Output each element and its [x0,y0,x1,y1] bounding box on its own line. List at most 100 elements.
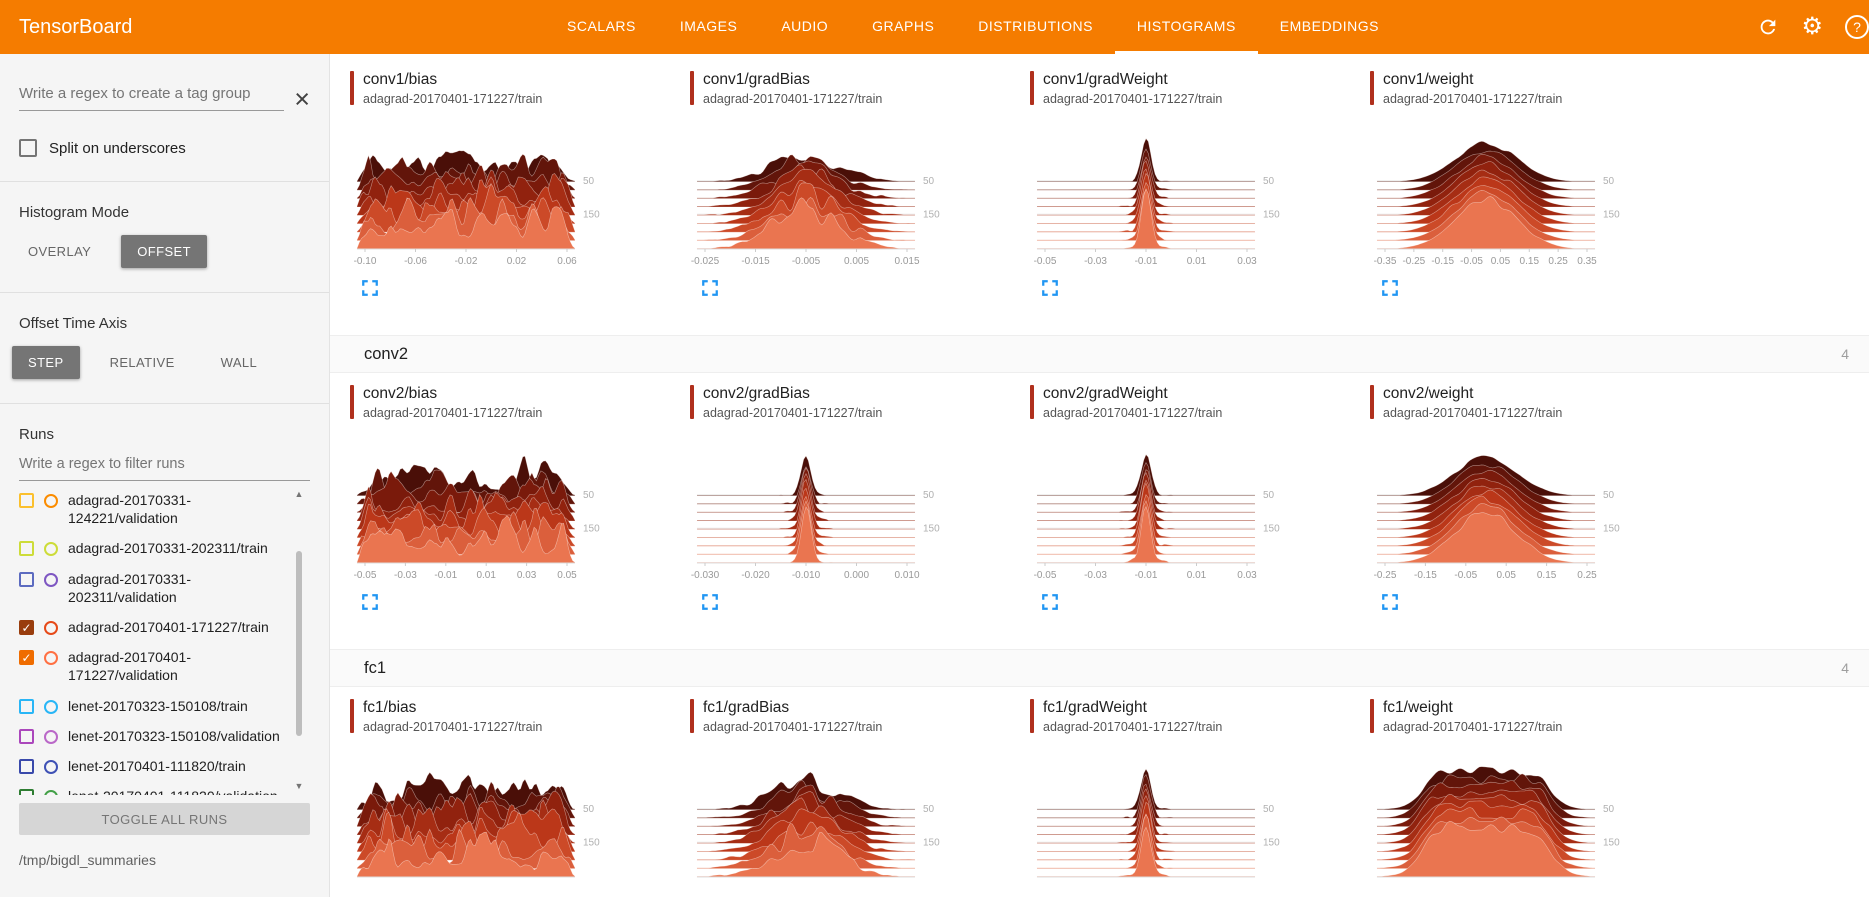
histogram-chart[interactable]: 50 150 -0.05 -0.03 -0.01 0.01 0.03 [1027,119,1299,271]
tab-scalars[interactable]: SCALARS [567,17,636,34]
split-underscores-checkbox[interactable] [19,139,37,157]
histogram-chart[interactable]: 50 150 -0.10 -0.06 -0.02 0.02 0.06 [347,119,619,271]
histogram-chart[interactable]: 50 150 -0.05 -0.03 -0.01 0.01 0.03 0.05 [347,433,619,585]
gear-icon[interactable]: ⚙ [1801,13,1823,40]
run-color-bar [690,385,694,419]
run-color-circle[interactable] [44,699,58,714]
run-item[interactable]: adagrad-20170331-124221/validation [19,485,282,533]
card-run-label: adagrad-20170401-171227/train [1383,92,1563,106]
run-item[interactable]: lenet-20170323-150108/validation [19,721,282,751]
expand-icon[interactable] [361,593,379,611]
run-checkbox[interactable]: ✓ [19,650,34,666]
section-header: conv2 4 [330,335,1869,373]
card-title: conv2/bias [363,385,438,402]
run-item[interactable]: ✓ adagrad-20170401-171227/train [19,612,282,642]
card-run-label: adagrad-20170401-171227/train [1383,720,1563,734]
expand-icon[interactable] [1381,279,1399,297]
svg-text:-0.05: -0.05 [1034,256,1057,267]
histogram-card: conv2/weight adagrad-20170401-171227/trai… [1367,385,1707,625]
histogram-card: conv2/bias adagrad-20170401-171227/train 5… [347,385,687,625]
run-checkbox[interactable]: ✓ [19,619,34,635]
histogram-mode-offset-button[interactable]: OFFSET [121,235,207,268]
tab-embeddings[interactable]: EMBEDDINGS [1279,17,1379,34]
histogram-chart[interactable]: 50 150 -0.030 -0.020 -0.010 0.000 0.010 [687,433,959,585]
run-checkbox[interactable] [19,541,34,557]
card-titles: conv2/bias adagrad-20170401-171227/train [363,385,542,429]
svg-text:0.15: 0.15 [1520,256,1540,267]
run-color-circle[interactable] [44,651,58,666]
histogram-chart[interactable]: 50 150 [1367,747,1639,897]
svg-text:50: 50 [1263,804,1275,815]
run-color-circle[interactable] [44,494,58,508]
section-title[interactable]: conv2 [364,344,409,363]
run-checkbox[interactable] [19,728,34,744]
card-titles: fc1/gradBias adagrad-20170401-171227/trai… [703,699,882,743]
offset-axis-relative-button[interactable]: RELATIVE [109,355,175,370]
run-item[interactable]: adagrad-20170331-202311/validation [19,564,282,612]
tab-audio[interactable]: AUDIO [781,17,829,34]
svg-text:0.02: 0.02 [507,256,527,267]
histogram-mode-buttons: OVERLAY OFFSET [0,235,329,293]
histogram-mode-overlay-button[interactable]: OVERLAY [28,244,92,259]
offset-axis-step-button[interactable]: STEP [12,346,80,379]
run-item[interactable]: lenet-20170401-111820/validation [19,781,282,795]
expand-icon[interactable] [361,279,379,297]
expand-icon[interactable] [1041,593,1059,611]
close-icon[interactable]: × [294,83,310,114]
offset-axis-wall-button[interactable]: WALL [220,355,258,370]
run-color-circle[interactable] [44,572,58,587]
svg-text:0.05: 0.05 [557,570,577,581]
help-icon[interactable]: ? [1845,15,1869,39]
histogram-chart[interactable]: 50 150 -0.35 -0.25 -0.15 -0.05 0.05 0.15 0.25 0.3… [1367,119,1639,271]
run-item[interactable]: lenet-20170323-150108/train [19,691,282,721]
scroll-down-icon[interactable]: ▼ [294,781,304,791]
run-checkbox[interactable] [19,789,34,795]
run-checkbox[interactable] [19,493,34,508]
card-titles: conv1/bias adagrad-20170401-171227/train [363,71,542,115]
run-item[interactable]: ✓ adagrad-20170401-171227/validation [19,642,282,690]
svg-text:-0.025: -0.025 [691,256,720,267]
run-color-circle[interactable] [44,790,58,795]
run-color-circle[interactable] [44,542,58,557]
run-item[interactable]: adagrad-20170331-202311/train [19,533,282,563]
run-checkbox[interactable] [19,571,34,587]
tab-distributions[interactable]: DISTRIBUTIONS [978,17,1093,34]
histogram-chart[interactable]: 50 150 [347,747,619,897]
scroll-thumb[interactable] [296,551,302,736]
runs-filter-input[interactable] [19,449,310,481]
expand-icon[interactable] [1041,279,1059,297]
histogram-chart[interactable]: 50 150 -0.05 -0.03 -0.01 0.01 0.03 [1027,433,1299,585]
section-title[interactable]: fc1 [364,658,387,677]
expand-icon[interactable] [701,279,719,297]
histogram-chart[interactable]: 50 150 -0.25 -0.15 -0.05 0.05 0.15 0.25 [1367,433,1639,585]
app-title: TensorBoard [19,15,133,38]
offset-time-axis-label: Offset Time Axis [19,315,128,332]
scroll-up-icon[interactable]: ▲ [294,489,304,499]
toggle-all-runs-button[interactable]: TOGGLE ALL RUNS [19,803,310,835]
svg-text:150: 150 [1263,523,1280,534]
card-title: conv2/gradBias [703,385,810,402]
svg-text:-0.15: -0.15 [1431,256,1454,267]
svg-text:0.01: 0.01 [1187,570,1207,581]
run-color-circle[interactable] [44,620,58,635]
tag-filter-input[interactable] [19,78,285,111]
refresh-icon[interactable] [1757,16,1779,38]
runs-scrollbar[interactable]: ▲ ▼ [290,489,308,791]
svg-text:0.06: 0.06 [557,256,577,267]
expand-icon[interactable] [701,593,719,611]
run-color-circle[interactable] [44,759,58,774]
svg-text:0.25: 0.25 [1548,256,1568,267]
run-item[interactable]: lenet-20170401-111820/train [19,751,282,781]
run-checkbox[interactable] [19,698,34,714]
histogram-chart[interactable]: 50 150 [687,747,959,897]
tab-graphs[interactable]: GRAPHS [872,17,935,34]
histogram-chart[interactable]: 50 150 [1027,747,1299,897]
run-checkbox[interactable] [19,758,34,774]
tab-histograms[interactable]: HISTOGRAMS [1114,0,1258,54]
run-color-circle[interactable] [44,729,58,744]
histogram-chart[interactable]: 50 150 -0.025 -0.015 -0.005 0.005 0.015 [687,119,959,271]
tab-images[interactable]: IMAGES [679,17,738,34]
card-title: fc1/bias [363,699,417,716]
expand-icon[interactable] [1381,593,1399,611]
card-header: fc1/gradBias adagrad-20170401-171227/trai… [687,699,1027,743]
